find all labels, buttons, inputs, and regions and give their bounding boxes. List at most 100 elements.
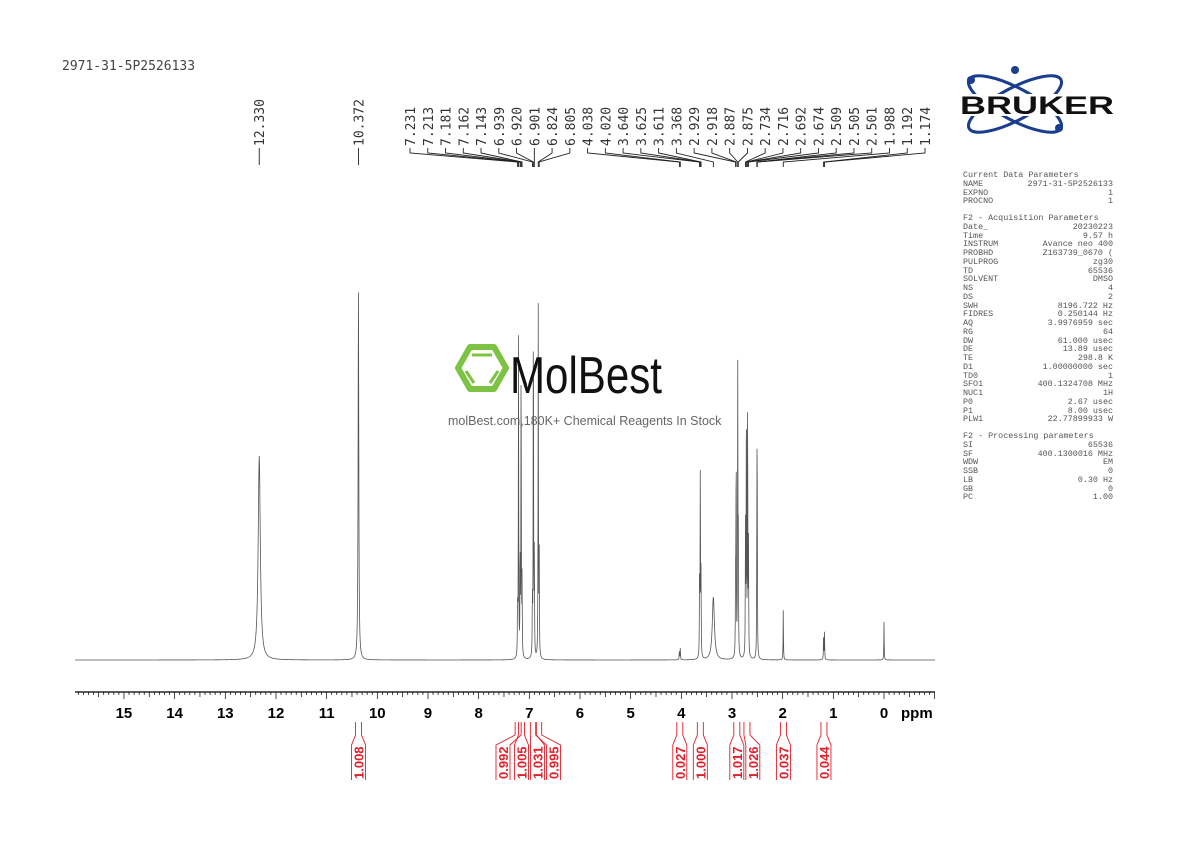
param-key: TE (963, 353, 974, 363)
integral-region: 1.026 (743, 722, 761, 780)
integrals: 1.008 0.992 1.005 1.031 0.995 0.027 1.000 1.017… (351, 722, 832, 780)
x-axis: 15 14 13 12 11 10 9 8 7 6 5 4 3 2 1 0 ppm (75, 691, 936, 722)
integral-bracket (775, 722, 791, 780)
x-tick-label: 14 (166, 705, 183, 722)
x-tick-label: 15 (116, 705, 133, 722)
x-tick-label: 0 (880, 705, 888, 722)
integral-value: 0.027 (673, 746, 688, 779)
peak-label-leader (824, 148, 926, 167)
param-row: PROBHD Z163739_0670 ( (963, 249, 1113, 258)
peak-label-leader (480, 148, 523, 167)
param-row: SFO1 400.1324708 MHz (963, 380, 1113, 389)
integral-value: 0.044 (817, 746, 832, 779)
peak-label: 2.887 (724, 107, 739, 146)
integral-region: 1.000 (692, 722, 708, 780)
param-value: 1 (1107, 370, 1113, 381)
param-row: WDW EM (963, 458, 1113, 467)
peak-label-leader (640, 148, 701, 167)
peak-label-leader (675, 148, 714, 167)
peak-label: 1.988 (883, 107, 898, 146)
param-row: DE 13.89 usec (963, 345, 1113, 354)
peak-label: 6.901 (528, 107, 543, 146)
param-row: SOLVENT DMSO (963, 275, 1113, 284)
peak-label: 3.640 (617, 107, 632, 146)
peak-label: 2.875 (741, 107, 756, 146)
integral-region: 0.992 (495, 722, 522, 780)
param-key: PLW1 (963, 414, 984, 425)
param-row: INSTRUM Avance neo 400 (963, 240, 1113, 249)
param-key: DE (963, 344, 974, 355)
param-value: 2.67 usec (1067, 396, 1113, 407)
x-tick-label: 3 (728, 705, 736, 722)
integral-value: 0.992 (496, 746, 511, 779)
integral-region: 0.027 (672, 722, 688, 780)
param-row: LB 0.30 Hz (963, 475, 1113, 485)
param-row: GB 0 (963, 483, 1113, 494)
watermark-tagline: molBest.com,180K+ Chemical Reagents In S… (448, 414, 722, 428)
integral-region: 0.995 (535, 722, 561, 780)
param-row: Date_ 20230223 (963, 221, 1113, 232)
param-value: 4 (1107, 283, 1113, 293)
param-key: NS (963, 283, 974, 293)
integral-bracket (672, 722, 688, 780)
param-value: 1H (1102, 388, 1113, 398)
integral-value: 0.995 (546, 746, 561, 779)
peak-label: 10.372 (352, 99, 367, 146)
molbest-logo-icon: MolBest (455, 344, 662, 405)
param-key: NAME (963, 178, 984, 189)
param-row: RG 64 (963, 327, 1113, 337)
peak-label: 4.038 (582, 107, 597, 146)
peak-label-leader (622, 148, 701, 167)
integral-value: 0.037 (776, 746, 791, 779)
param-row: SI 65536 (963, 440, 1113, 450)
peak-label: 6.939 (493, 107, 508, 146)
param-row: SF 400.1300016 MHz (963, 449, 1113, 459)
peak-label: 1.174 (919, 107, 934, 146)
x-axis-label: ppm (901, 705, 933, 722)
peak-label-leader (516, 148, 534, 167)
param-key: AQ (963, 318, 974, 328)
spectrum-title: 2971-31-5P2526133 (62, 59, 196, 74)
peak-label: 7.213 (422, 107, 437, 146)
param-value: Z163739_0670 ( (1042, 248, 1113, 258)
param-row: DW 61.000 usec (963, 336, 1113, 346)
peak-label-leader (462, 148, 522, 167)
integral-region: 0.044 (816, 722, 832, 780)
param-key: TD (963, 265, 974, 276)
processing-params-header: F2 - Processing parameters (963, 431, 1094, 441)
integral-region: 1.017 (729, 722, 745, 780)
param-row: NUC1 1H (963, 389, 1113, 398)
param-key: PULPROG (963, 256, 999, 267)
x-tick-label: 5 (626, 705, 634, 722)
x-tick-label: 12 (268, 705, 285, 722)
spectrum-layer (75, 292, 935, 661)
param-value: 400.1324708 MHz (1037, 379, 1113, 390)
param-value: 1 (1107, 187, 1113, 198)
param-key: Time (963, 230, 984, 241)
integral-bracket (816, 722, 832, 780)
param-key: GB (963, 483, 974, 494)
param-value: zg30 (1092, 256, 1113, 267)
param-row: PULPROG zg30 (963, 256, 1113, 267)
peak-label-leader (782, 148, 890, 167)
peak-label-leader (537, 148, 553, 167)
integral-region: 0.037 (775, 722, 791, 780)
param-key: PROCNO (963, 196, 994, 207)
x-tick-label: 11 (319, 705, 335, 722)
param-key: SSB (963, 466, 979, 476)
param-key: SWH (963, 300, 979, 311)
param-value: 8.00 usec (1067, 405, 1113, 416)
peak-label: 2.674 (812, 107, 827, 146)
integral-value: 1.000 (693, 746, 708, 779)
integral-bracket (495, 722, 522, 780)
param-value: 20230223 (1072, 221, 1113, 232)
param-key: P1 (963, 405, 974, 416)
peak-label: 6.920 (511, 107, 526, 146)
peak-label: 7.162 (457, 107, 472, 146)
integral-value: 1.005 (514, 746, 529, 779)
param-value: 1.00000000 sec (1042, 361, 1113, 372)
integral-value: 1.017 (730, 746, 745, 779)
param-row: SWH 8196.722 Hz (963, 300, 1113, 311)
param-row: TD0 1 (963, 370, 1113, 381)
param-key: SOLVENT (963, 274, 999, 285)
